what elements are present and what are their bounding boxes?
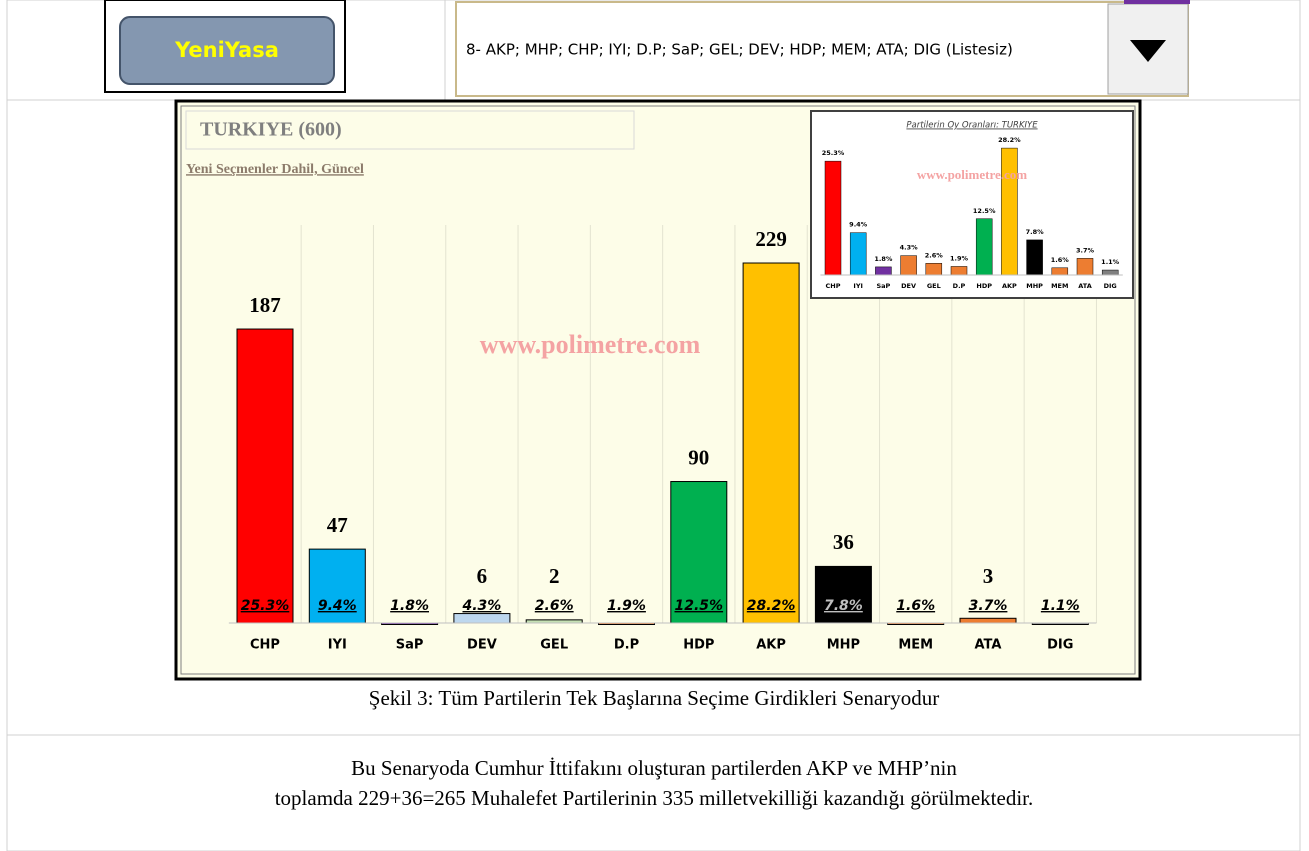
bar [742, 262, 800, 624]
share-label: 1.6% [896, 598, 935, 614]
button[interactable] [119, 16, 335, 85]
share-label: 25.3% [241, 598, 290, 614]
bar [1101, 269, 1119, 276]
data-label: 28.2% [998, 136, 1021, 144]
x-tick-label: MEM [898, 638, 933, 653]
inset-chart: CHP 25.3% IYI 9.4% SaP 1.8% DEV 4.3% GEL 2.6% D.P 1… [820, 136, 1123, 290]
chart-inner-frame [180, 105, 1136, 675]
x-tick-label: HDP [683, 638, 714, 653]
data-label: 3.7% [1076, 246, 1095, 254]
x-tick-label: GEL [540, 638, 568, 653]
bar [959, 617, 1017, 624]
dropdown[interactable] [455, 1, 1189, 97]
data-label: 1.6% [1051, 256, 1070, 264]
x-tick-label: IYI [328, 638, 347, 653]
x-tick-label: HDP [976, 282, 992, 290]
button-label: YeniYasa [174, 38, 279, 62]
x-tick-label: MHP [1026, 282, 1043, 290]
x-tick-label: DEV [467, 638, 497, 653]
share-label: 1.1% [1041, 598, 1080, 614]
dropdown-accent [1124, 0, 1190, 4]
share-label: 9.4% [318, 598, 357, 614]
data-label: 36 [833, 530, 854, 554]
bar [814, 565, 872, 624]
x-tick-label: D.P [953, 282, 966, 290]
bar [453, 613, 511, 624]
bar [1076, 258, 1094, 276]
share-label: 12.5% [675, 598, 724, 614]
share-label: 7.8% [824, 598, 863, 614]
data-label: 2 [549, 564, 560, 588]
x-tick-label: D.P [614, 638, 639, 653]
inset-watermark: www.polimetre.com [917, 167, 1027, 182]
bar [1051, 267, 1069, 276]
data-label: 9.4% [849, 221, 868, 229]
x-tick-label: GEL [927, 282, 941, 290]
data-label: 187 [249, 293, 281, 317]
data-label: 1.8% [874, 255, 893, 263]
x-tick-label: ATA [975, 638, 1002, 653]
caption: Şekil 3: Tüm Partilerin Tek Başlarına Se… [369, 686, 939, 710]
data-label: 3 [983, 564, 994, 588]
main-chart: CHP18725.3%IYI479.4%SaP1.8%DEV64.3%GEL22… [228, 225, 1097, 653]
bar [824, 160, 842, 276]
share-label: 1.9% [607, 598, 646, 614]
share-label: 1.8% [390, 598, 429, 614]
data-label: 12.5% [973, 207, 996, 215]
x-tick-label: SaP [876, 282, 890, 290]
data-label: 1.9% [950, 254, 969, 262]
share-label: 2.6% [535, 598, 574, 614]
x-tick-label: CHP [826, 282, 841, 290]
bar [900, 255, 917, 276]
bar [670, 481, 728, 624]
x-tick-label: DIG [1047, 638, 1073, 653]
x-tick-label: MEM [1051, 282, 1068, 290]
bar [975, 218, 993, 276]
inset-title: Partilerin Oy Oranları: TURKIYE [906, 121, 1038, 131]
x-tick-label: ATA [1078, 282, 1092, 290]
watermark: www.polimetre.com [480, 330, 701, 359]
title-box [185, 110, 635, 150]
bar [308, 548, 366, 624]
paragraph-line: toplamda 229+36=265 Muhalefet Partilerin… [275, 786, 1034, 810]
data-label: 47 [327, 513, 348, 537]
data-label: 2.6% [925, 251, 944, 259]
data-label: 229 [755, 227, 787, 251]
chart-title: TURKIYE (600) [200, 119, 342, 141]
data-label: 1.1% [1101, 258, 1120, 266]
chart-subtitle: Yeni Seçmenler Dahil, Güncel [186, 162, 364, 177]
x-tick-label: SaP [396, 638, 424, 653]
bar [849, 232, 867, 276]
data-label: 7.8% [1026, 228, 1045, 236]
share-label: 3.7% [969, 598, 1008, 614]
share-label: 4.3% [461, 598, 501, 614]
dropdown-text: 8- AKP; MHP; CHP; IYI; D.P; SaP; GEL; DE… [466, 41, 1013, 59]
paragraph-line: Bu Senaryoda Cumhur İttifakını oluşturan… [351, 756, 957, 780]
x-tick-label: IYI [853, 282, 863, 290]
x-tick-label: AKP [756, 638, 786, 653]
dropdown-arrow [1130, 40, 1166, 62]
bar [950, 266, 968, 276]
bar [875, 266, 892, 276]
bar [1026, 239, 1043, 276]
data-label: 4.3% [900, 244, 919, 252]
x-tick-label: DIG [1104, 282, 1117, 290]
data-label: 25.3% [822, 149, 845, 157]
share-label: 28.2% [747, 598, 796, 614]
bar [925, 263, 943, 276]
x-tick-label: AKP [1002, 282, 1017, 290]
x-tick-label: DEV [901, 282, 916, 290]
data-label: 90 [688, 445, 709, 469]
bar [236, 328, 294, 624]
x-tick-label: MHP [827, 638, 860, 653]
data-label: 6 [477, 564, 488, 588]
x-tick-label: CHP [250, 638, 280, 653]
